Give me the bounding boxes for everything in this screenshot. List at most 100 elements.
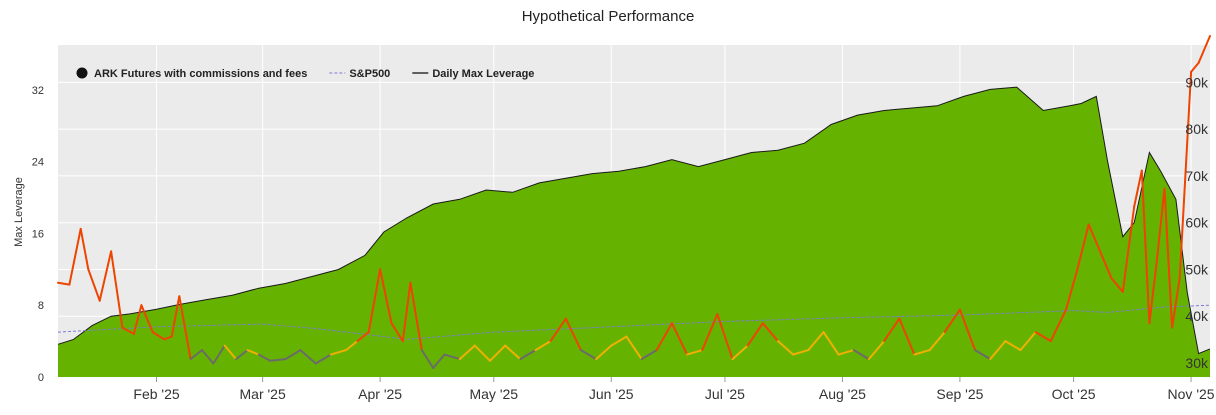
leverage-segment: [170, 295, 181, 338]
leverage-segment: [140, 304, 154, 334]
x-tick-label: Nov '25: [1168, 386, 1215, 402]
y2-tick-label: 80k: [1185, 121, 1209, 137]
leverage-segment: [974, 349, 992, 361]
leverage-segment: [761, 322, 779, 343]
leverage-segment: [579, 349, 598, 361]
leverage-segment: [746, 322, 764, 347]
leverage-segment: [1163, 187, 1174, 329]
sp500-line: [57, 304, 1211, 340]
leverage-segment: [163, 335, 173, 341]
leverage-segment: [701, 313, 719, 352]
leverage-segment: [57, 281, 71, 286]
leverage-segment: [989, 340, 1007, 361]
legend-marker-dot: [76, 67, 88, 79]
sp500-line-group: [57, 304, 1211, 340]
y2-tick-label: 50k: [1185, 261, 1209, 277]
y2-tick-label: 70k: [1185, 168, 1209, 184]
y-tick-label: 0: [38, 372, 44, 384]
leverage-segment: [777, 340, 795, 356]
leverage-segment: [1076, 223, 1090, 271]
leverage-segment: [822, 331, 840, 356]
leverage-segment: [212, 344, 226, 365]
leverage-segment: [504, 344, 522, 361]
leverage-segment: [792, 349, 810, 356]
x-tick-label: Jul '25: [705, 386, 745, 402]
leverage-segment: [1034, 331, 1052, 343]
leverage-segment: [223, 344, 238, 361]
leverage-segment: [345, 340, 359, 352]
leverage-segment: [1049, 308, 1067, 343]
leverage-segment: [1099, 250, 1113, 280]
x-axis: Feb '25 Mar '25 Apr '25 May '25 Jun '25 Jul '…: [133, 377, 1215, 402]
leverage-segment: [151, 331, 166, 341]
leverage-segment: [1004, 340, 1022, 352]
leverage-segment: [79, 227, 90, 271]
x-tick-label: Sep '25: [936, 386, 983, 402]
leverage-segment: [928, 331, 946, 352]
y-tick-label: 8: [38, 300, 44, 312]
leverage-segment: [686, 349, 704, 356]
y2-tick-label: 90k: [1185, 74, 1209, 90]
leverage-segment: [1178, 70, 1193, 280]
leverage-segment: [1087, 223, 1102, 253]
leverage-segment: [1065, 268, 1079, 311]
leverage-segment: [837, 349, 855, 356]
leverage-segment: [716, 313, 734, 361]
leverage-segment: [731, 344, 749, 361]
leverage-segment: [432, 353, 446, 369]
equity-area: [57, 86, 1211, 377]
leverage-segment: [519, 349, 537, 361]
leverage-segment: [367, 268, 382, 334]
leverage-segment: [98, 250, 113, 302]
leverage-segment: [420, 349, 435, 369]
leverage-segment: [1133, 169, 1143, 208]
leverage-segment: [246, 349, 260, 356]
leverage-segment: [178, 295, 192, 361]
leverage-segment: [534, 340, 552, 352]
leverage-segment: [898, 317, 916, 356]
x-tick-label: Jun '25: [589, 386, 634, 402]
leverage-segment: [1121, 205, 1136, 293]
leverage-segment: [299, 349, 317, 365]
x-tick-label: Aug '25: [819, 386, 866, 402]
leverage-segment: [132, 304, 143, 335]
leverage-segment: [625, 335, 643, 361]
leverage-segment: [473, 344, 491, 362]
leverage-segment: [443, 353, 461, 361]
equity-area-fill: [58, 87, 1210, 377]
leverage-segment: [1197, 35, 1211, 64]
x-tick-label: Oct '25: [1052, 386, 1096, 402]
x-tick-label: Apr '25: [358, 386, 402, 402]
x-tick-label: Mar '25: [240, 386, 286, 402]
leverage-segment: [68, 227, 82, 286]
leverage-segment: [284, 349, 302, 361]
leverage-segment: [913, 349, 931, 356]
leverage-segment: [257, 353, 272, 362]
leverage-segment: [655, 322, 673, 352]
legend-label: S&P500: [349, 68, 390, 80]
leverage-segment: [121, 326, 135, 335]
x-tick-label: May '25: [469, 386, 518, 402]
y-tick-label: 32: [32, 85, 44, 97]
leverage-segment: [409, 281, 423, 352]
leverage-segment: [883, 317, 901, 343]
leverage-segment: [1190, 61, 1200, 73]
leverage-segment: [379, 268, 393, 325]
chart-title: Hypothetical Performance: [522, 8, 695, 25]
leverage-segment: [458, 344, 476, 361]
leverage-segment: [958, 308, 977, 352]
y-tick-label: 16: [32, 228, 44, 240]
left-axis: 0 8 16 24 32: [32, 85, 44, 384]
leverage-segment: [189, 349, 203, 361]
leverage-segment: [564, 317, 582, 352]
leverage-segment: [610, 335, 628, 347]
leverage-segment: [269, 358, 287, 362]
leverage-segment: [329, 349, 347, 356]
leverage-segment: [87, 268, 101, 302]
legend-label: Daily Max Leverage: [432, 68, 534, 80]
leverage-segment: [852, 349, 870, 361]
right-axis: 30k 40k 50k 60k 70k 80k 90k: [1185, 74, 1209, 371]
leverage-line-group: [57, 35, 1211, 369]
